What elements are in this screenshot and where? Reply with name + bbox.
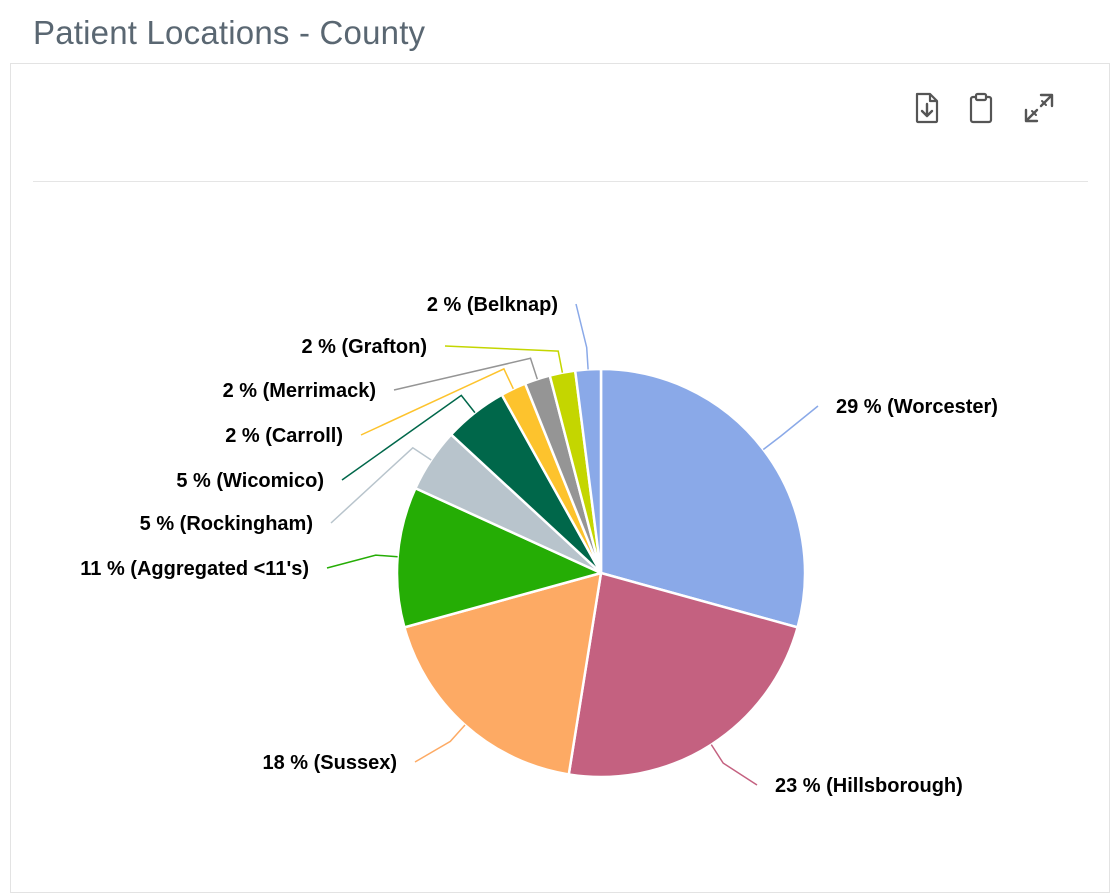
label-connector — [575, 303, 589, 370]
label-connector — [326, 554, 398, 569]
pie-slice-belknap[interactable] — [573, 367, 603, 575]
label-connector — [341, 394, 476, 481]
copy-to-clipboard-button[interactable] — [963, 90, 999, 126]
label-connector — [444, 345, 564, 373]
data-label: 2 % (Belknap) — [427, 294, 558, 316]
data-label: 2 % (Grafton) — [301, 336, 427, 358]
data-label: 18 % (Sussex) — [262, 752, 397, 774]
expand-button[interactable] — [1021, 90, 1057, 126]
page-title: Patient Locations - County — [33, 14, 426, 51]
expand-icon — [1024, 93, 1054, 123]
toolbar-divider — [33, 181, 1088, 182]
label-connector — [710, 744, 758, 786]
pie-slice-aggregated-11-s[interactable] — [395, 487, 603, 629]
data-label: 5 % (Wicomico) — [176, 470, 324, 492]
file-download-icon — [915, 92, 939, 124]
label-connector — [330, 446, 432, 524]
label-connector — [393, 357, 539, 391]
data-label: 5 % (Rockingham) — [140, 513, 313, 535]
label-connector — [414, 724, 466, 763]
label-connector — [762, 405, 819, 451]
data-label: 29 % (Worcester) — [836, 396, 998, 418]
chart-toolbar — [909, 64, 1109, 144]
data-label: 2 % (Carroll) — [225, 425, 343, 447]
data-label: 23 % (Hillsborough) — [775, 775, 963, 797]
clipboard-icon — [969, 92, 993, 124]
label-connector — [360, 367, 514, 436]
download-button[interactable] — [909, 90, 945, 126]
data-label: 11 % (Aggregated <11's) — [80, 558, 309, 580]
data-label: 2 % (Merrimack) — [223, 380, 376, 402]
